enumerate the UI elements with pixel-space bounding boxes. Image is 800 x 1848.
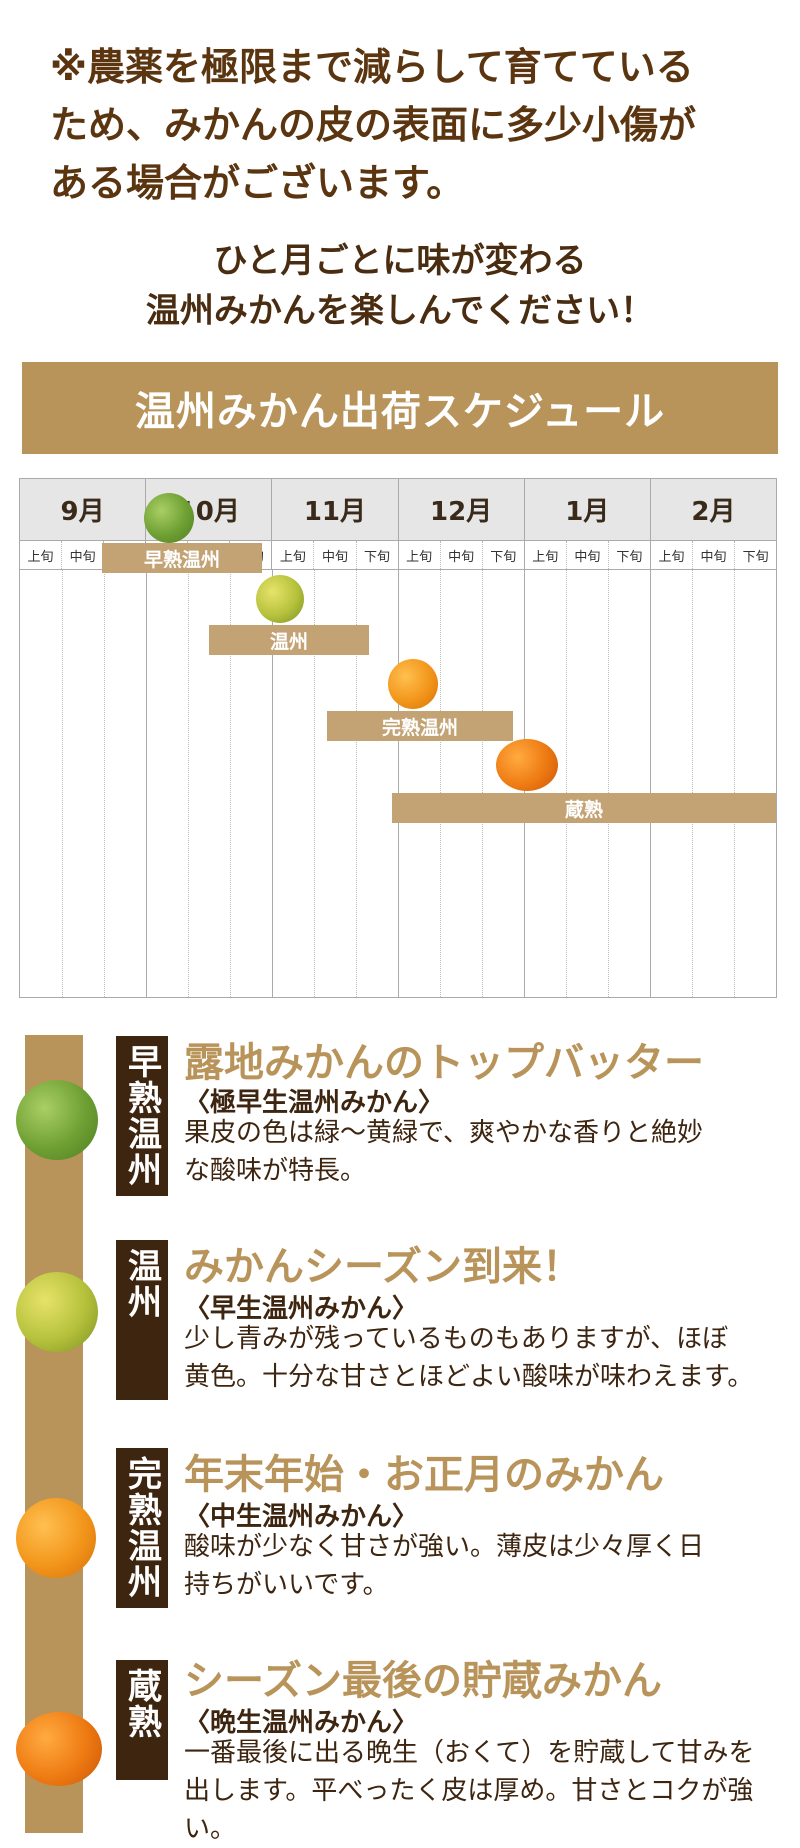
subtitle-line: ひと月ごとに味が変わる [213,241,587,281]
desc-line: 一番最後に出る晩生（おくて）を貯蔵して甘みを [184,1738,755,1768]
variety-description: 酸味が少なく甘さが強い。薄皮は少々厚く日 持ちがいいです。 [184,1528,784,1604]
schedule-bar-early: 早熟温州 [102,543,262,573]
green-mikan-icon [16,1080,98,1160]
grid-line [230,570,231,997]
variety-title: 露地みかんのトップバッター [184,1040,704,1086]
variety-tag: 早熟温州 [116,1036,168,1196]
desc-line: 出します。平べったく皮は厚め。甘さとコクが強い。 [184,1776,754,1844]
period-header: 中旬 [314,541,357,569]
variety-title: シーズン最後の貯蔵みかん [184,1658,662,1704]
variety-subtitle: 〈早生温州みかん〉 [184,1294,419,1324]
period-header: 上旬 [399,541,441,569]
period-header: 上旬 [20,541,63,569]
grid-line [440,570,441,997]
period-header: 下旬 [357,541,399,569]
grid-line [62,570,63,997]
grid-line [356,570,357,997]
orange-mikan-icon [16,1498,96,1578]
schedule-bar-storage: 蔵熟 [392,793,776,823]
variety-tag: 温州 [116,1240,168,1400]
variety-description: 果皮の色は緑〜黄緑で、爽やかな香りと絶妙 な酸味が特長。 [184,1114,784,1190]
grid-line [104,570,105,997]
period-header: 上旬 [651,541,693,569]
variety-tag: 完熟温州 [116,1448,168,1608]
grid-line [734,570,735,997]
grid-line [482,570,483,997]
desc-line: 少し青みが残っているものもありますが、ほぼ [184,1324,729,1354]
schedule-grid [20,570,776,997]
notice-line: ため、みかんの皮の表面に多少小傷が [50,103,697,147]
schedule-bar-standard: 温州 [209,625,369,655]
month-header: 2月 [650,479,777,540]
period-header: 中旬 [62,541,105,569]
subtitle: ひと月ごとに味が変わる 温州みかんを楽しんでください！ [0,236,800,336]
deep-orange-mikan-icon [496,739,558,791]
shipping-schedule: 9月 10月 11月 12月 1月 2月 上旬中旬下旬上旬中旬下旬上旬中旬下旬上… [19,478,777,998]
desc-line: な酸味が特長。 [184,1156,367,1186]
month-header-row: 9月 10月 11月 12月 1月 2月 [20,479,777,540]
yellow-green-mikan-icon [256,575,304,623]
month-header: 12月 [398,479,525,540]
grid-line [146,570,147,997]
notice-line: ある場合がございます。 [50,161,465,205]
grid-line [650,570,651,997]
schedule-banner: 温州みかん出荷スケジュール [22,362,778,454]
variety-subtitle: 〈極早生温州みかん〉 [184,1088,445,1118]
month-header: 1月 [524,479,651,540]
deep-orange-mikan-icon [16,1712,102,1786]
variety-title: 年末年始・お正月のみかん [184,1452,664,1498]
variety-description: 少し青みが残っているものもありますが、ほぼ 黄色。十分な甘さとほどよい酸味が味わ… [184,1320,784,1396]
variety-title: みかんシーズン到来！ [184,1244,582,1290]
month-header: 11月 [272,479,399,540]
period-header: 中旬 [441,541,483,569]
period-header: 中旬 [567,541,609,569]
period-header: 上旬 [272,541,315,569]
orange-mikan-icon [388,659,438,709]
notice-line: ※農薬を極限まで減らして育てている [50,45,694,89]
pesticide-notice: ※農薬を極限まで減らして育てている ため、みかんの皮の表面に多少小傷が ある場合… [50,38,770,212]
grid-line [272,570,273,997]
grid-line [566,570,567,997]
period-header: 中旬 [693,541,736,569]
subtitle-line: 温州みかんを楽しんでください！ [145,291,655,331]
grid-line [188,570,189,997]
desc-line: 黄色。十分な甘さとほどよい酸味が味わえます。 [184,1362,754,1392]
grid-line [398,570,399,997]
yellow-green-mikan-icon [16,1272,98,1352]
period-header: 下旬 [609,541,651,569]
month-header: 9月 [20,479,147,540]
green-mikan-icon [144,493,194,543]
variety-timeline-line [25,1035,83,1833]
grid-line [314,570,315,997]
period-header: 上旬 [525,541,567,569]
period-header: 下旬 [483,541,525,569]
desc-line: 酸味が少なく甘さが強い。薄皮は少々厚く日 [184,1532,705,1562]
variety-subtitle: 〈中生温州みかん〉 [184,1502,419,1532]
schedule-bar-ripe: 完熟温州 [327,711,513,741]
period-header: 下旬 [742,549,769,565]
grid-line [608,570,609,997]
desc-line: 果皮の色は緑〜黄緑で、爽やかな香りと絶妙 [184,1118,703,1148]
desc-line: 持ちがいいです。 [184,1570,389,1600]
variety-subtitle: 〈晩生温州みかん〉 [184,1708,419,1738]
variety-description: 一番最後に出る晩生（おくて）を貯蔵して甘みを 出します。平べったく皮は厚め。甘さ… [184,1734,784,1848]
grid-line [692,570,693,997]
variety-tag: 蔵熟 [116,1660,168,1780]
